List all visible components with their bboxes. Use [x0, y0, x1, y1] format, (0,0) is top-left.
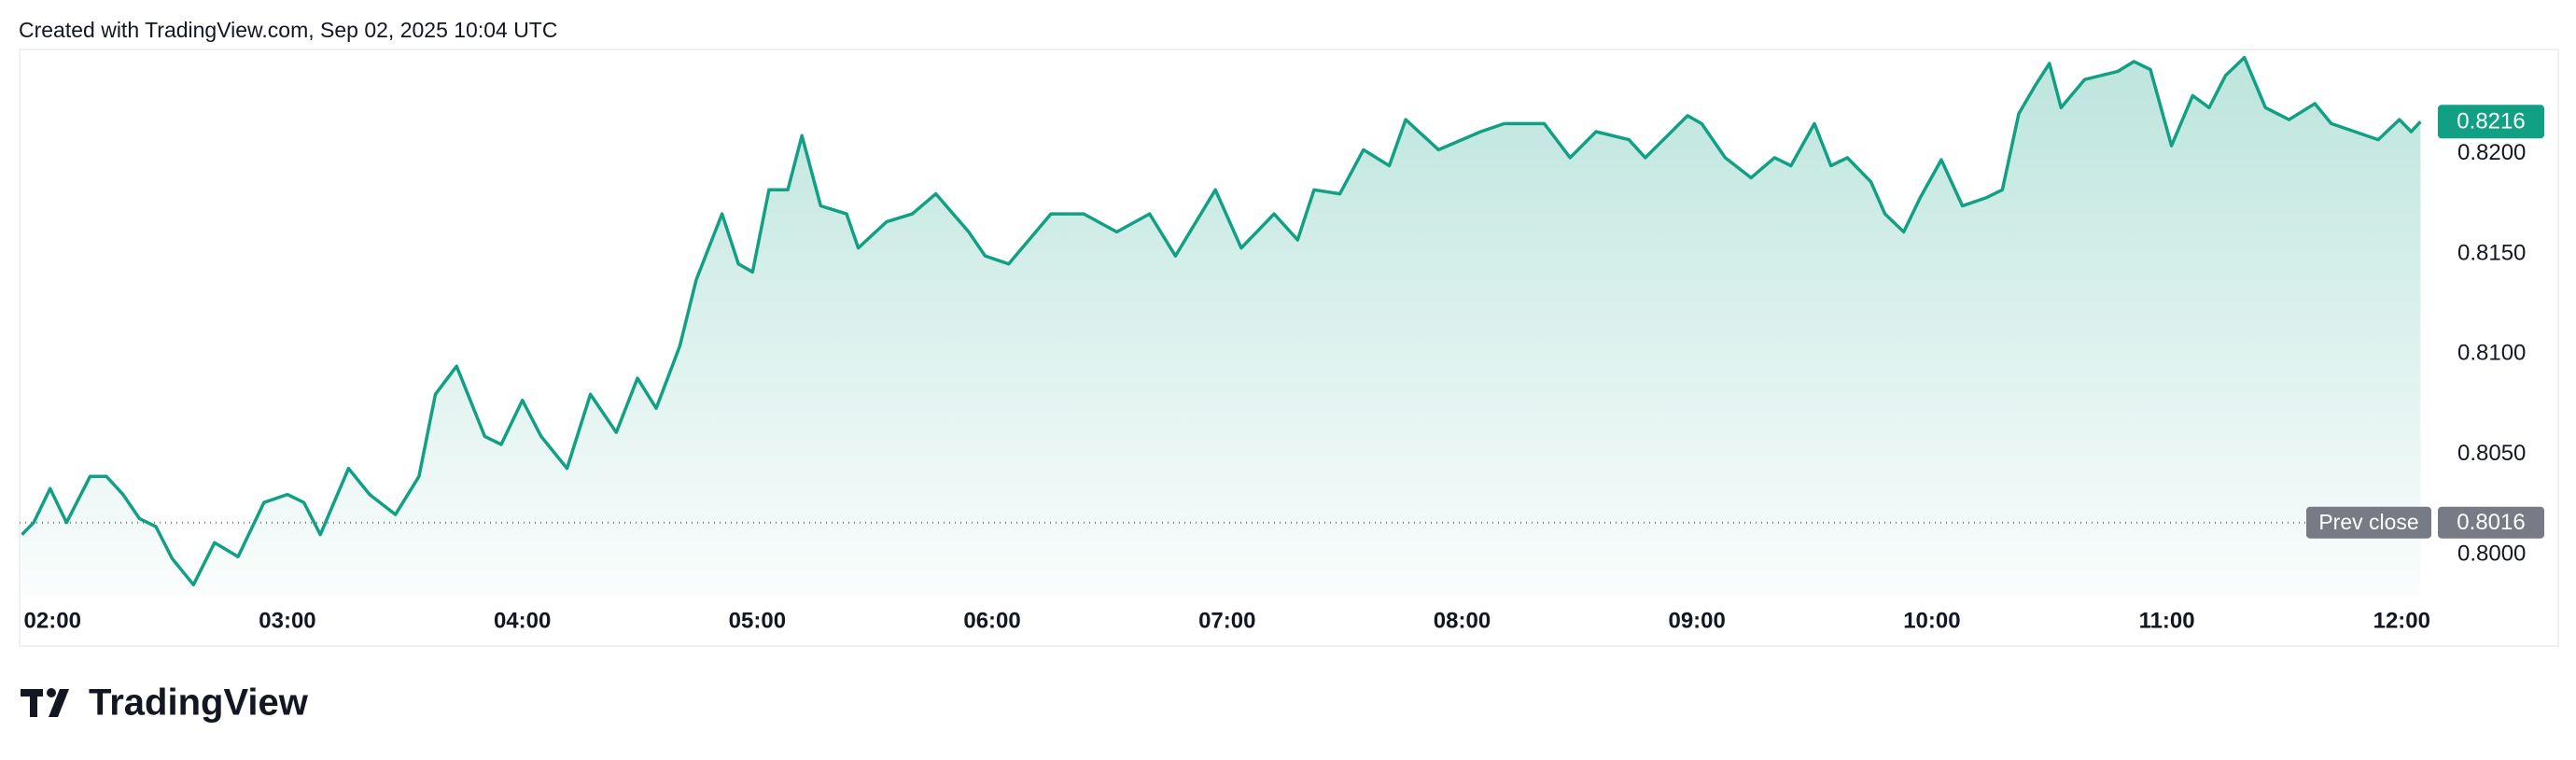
price-line [21, 55, 2422, 587]
logo-icon [21, 688, 69, 717]
y-tick-label: 0.8200 [2457, 140, 2526, 165]
x-tick-label: 07:00 [1198, 608, 1255, 633]
last-price-box [2438, 105, 2544, 139]
y-tick-label: 0.8150 [2457, 240, 2526, 265]
prev-close-value: 0.8016 [2457, 510, 2525, 535]
x-tick-label: 10:00 [1903, 608, 1960, 633]
x-tick-label: 02:00 [24, 608, 81, 633]
prev-close-box [2306, 506, 2431, 539]
prev-close-label: Prev close [2318, 510, 2418, 534]
header-text: Created with TradingView.com, Sep 02, 20… [19, 18, 557, 42]
y-tick-label: 0.8050 [2457, 441, 2526, 466]
logo-slash [49, 689, 69, 717]
logo-stem [30, 689, 37, 717]
x-tick-label: 06:00 [963, 608, 1020, 633]
x-tick-label: 03:00 [259, 608, 315, 633]
y-tick-label: 0.8000 [2457, 541, 2526, 566]
y-tick-label: 0.8100 [2457, 341, 2526, 366]
x-tick-label: 08:00 [1434, 608, 1491, 633]
logo-dot [47, 688, 56, 697]
x-tick-label: 12:00 [2373, 608, 2430, 633]
chart-frame [19, 49, 2559, 647]
x-tick-label: 04:00 [494, 608, 551, 633]
prev-close-value-box [2438, 506, 2544, 539]
x-tick-label: 11:00 [2139, 608, 2195, 633]
x-tick-label: 09:00 [1668, 608, 1725, 633]
logo-text: TradingView [89, 683, 309, 724]
area [21, 57, 2421, 596]
x-tick-label: 05:00 [729, 608, 786, 633]
last-price-label: 0.8216 [2457, 109, 2525, 134]
